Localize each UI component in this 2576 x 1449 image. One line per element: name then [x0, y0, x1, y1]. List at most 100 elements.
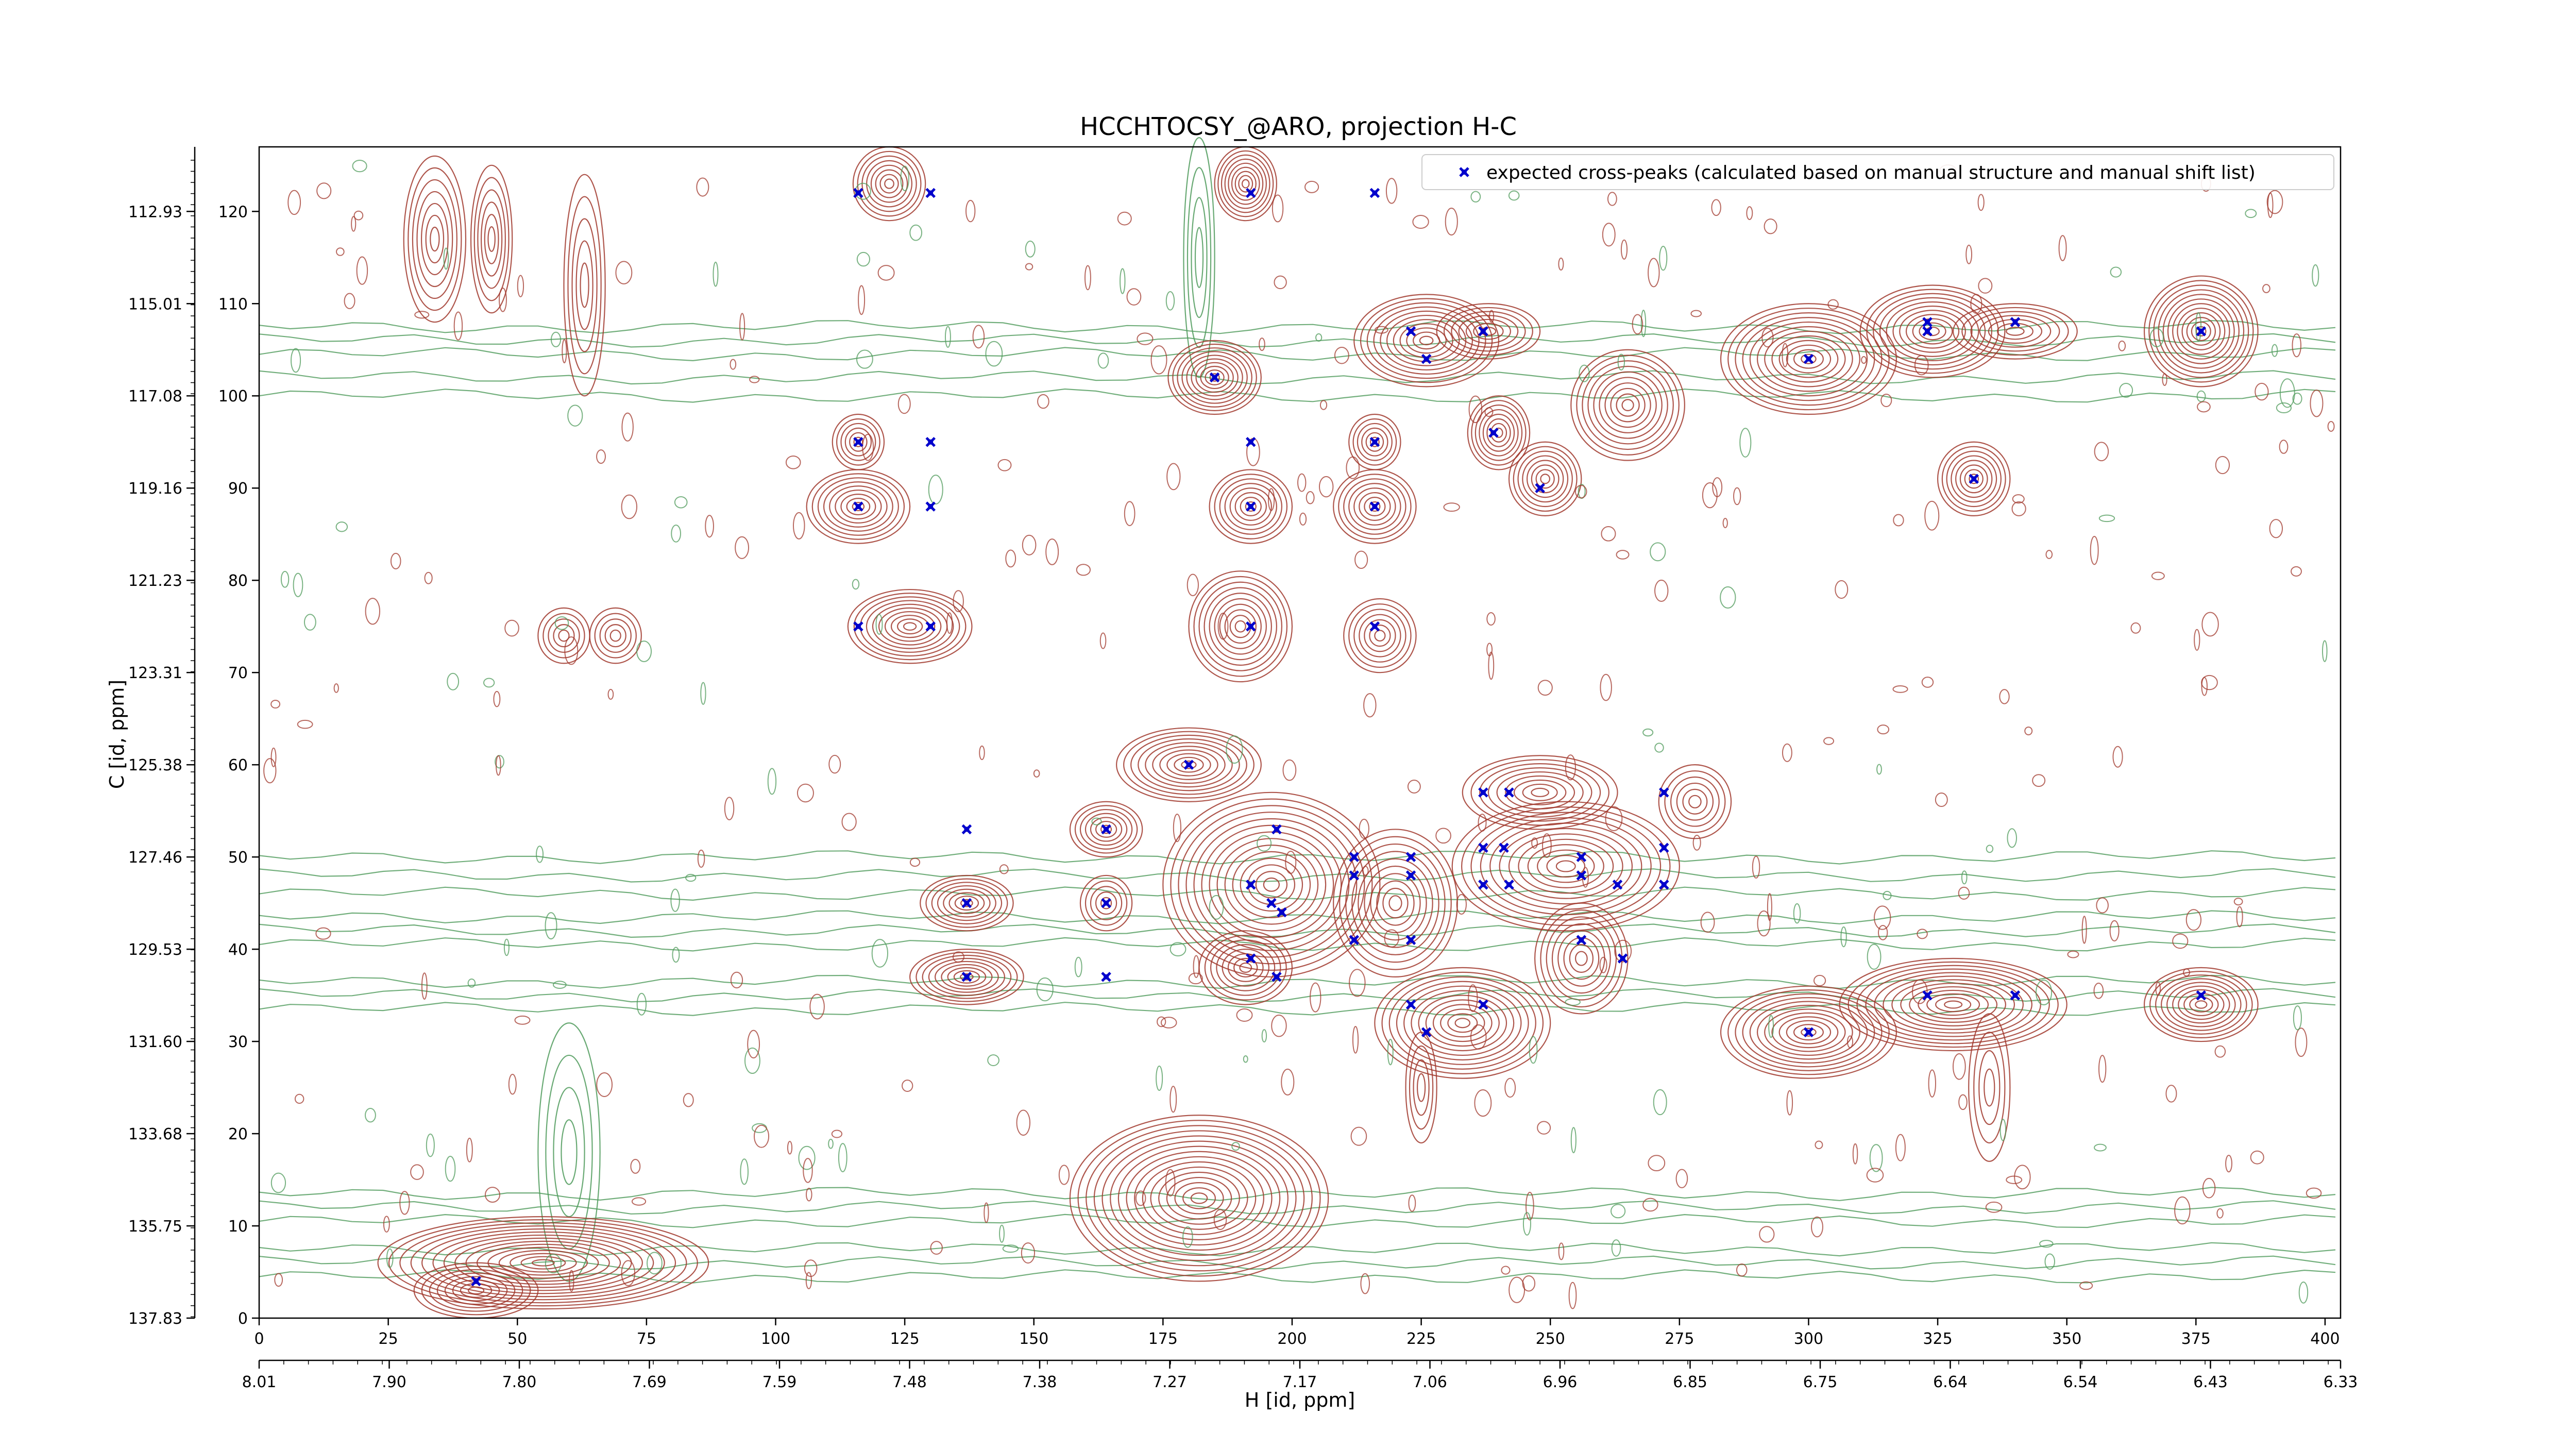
- peak-contour-32: [1451, 801, 1680, 932]
- cross-peak-29: [1478, 787, 1488, 798]
- cross-peak-10: [2010, 317, 2021, 327]
- legend[interactable]: expected cross-peaks (calculated based o…: [1421, 154, 2334, 190]
- x-ppm-label-16: 6.33: [2324, 1373, 2358, 1391]
- cross-peak-44: [1576, 870, 1587, 881]
- x-ppm-label-13: 6.64: [1933, 1373, 1968, 1391]
- peak-contour-21: [537, 607, 590, 664]
- x-ppm-label-14: 6.54: [2063, 1373, 2098, 1391]
- y-ppm-label-4: 129.53: [128, 941, 182, 959]
- x-tick-label-25: 25: [379, 1330, 398, 1348]
- cross-peak-3: [1369, 188, 1380, 198]
- x-tick-label-225: 225: [1406, 1330, 1436, 1348]
- x-tick-label-350: 350: [2052, 1330, 2081, 1348]
- cross-peak-28: [1183, 760, 1194, 770]
- cross-peak-68: [471, 1276, 481, 1287]
- cross-peak-40: [1658, 843, 1669, 853]
- cross-peak-9: [1922, 326, 1933, 336]
- noise-band-101: [259, 370, 2336, 403]
- cross-peak-43: [1405, 870, 1416, 881]
- cross-peak-30: [1504, 787, 1514, 798]
- cross-peak-64: [1803, 1027, 1814, 1037]
- x-ppm-label-12: 6.75: [1803, 1373, 1838, 1391]
- noise-band-42: [259, 910, 2336, 952]
- x-tick-label-325: 325: [1923, 1330, 1952, 1348]
- cross-peak-54: [1405, 935, 1416, 945]
- cross-peak-42: [1349, 870, 1360, 881]
- cross-peak-21: [925, 501, 936, 512]
- peak-contour-7: [1720, 303, 1897, 415]
- peak-contour-46: [1405, 1032, 1437, 1144]
- peak-contour-17: [806, 469, 911, 544]
- y-tick-label-50: 50: [228, 849, 248, 867]
- y-tick-label-90: 90: [228, 480, 248, 498]
- y-ppm-label-2: 133.68: [128, 1125, 182, 1143]
- cross-peak-53: [1349, 935, 1360, 945]
- cross-peak-18: [1245, 436, 1256, 447]
- peak-contour-16: [832, 413, 885, 470]
- cross-peak-8: [1922, 317, 1933, 327]
- x-ppm-label-7: 7.27: [1153, 1373, 1187, 1391]
- peak-contour-20: [1209, 469, 1293, 544]
- cross-peak-38: [1499, 843, 1509, 853]
- y-tick-label-80: 80: [228, 572, 248, 590]
- peak-contour-19: [1333, 469, 1417, 544]
- cross-peak-49: [961, 898, 972, 908]
- peak-contour-13: [1508, 441, 1582, 517]
- cross-peak-31: [1658, 787, 1669, 798]
- cross-peak-markers: [471, 188, 2207, 1287]
- y-ppm-label-5: 127.46: [128, 849, 182, 867]
- cross-peak-14: [1535, 483, 1545, 493]
- cross-peak-47: [1612, 880, 1623, 890]
- y-ppm-label-9: 119.16: [128, 480, 182, 498]
- y-tick-label-60: 60: [228, 756, 248, 774]
- contour-layer: [259, 137, 2336, 1319]
- cross-peak-16: [853, 436, 863, 447]
- x-ppm-label-4: 7.59: [762, 1373, 797, 1391]
- y-tick-label-20: 20: [228, 1125, 248, 1143]
- cross-peak-36: [1405, 852, 1416, 862]
- y-ppm-label-12: 112.93: [128, 203, 182, 221]
- x-tick-label-75: 75: [637, 1330, 656, 1348]
- x-axis-index: 0 25 50 75 100 125 150 175 200 225 250 275 300 325 350…: [254, 1318, 2340, 1348]
- peak-contour-9: [1953, 303, 2078, 360]
- cross-peak-7: [1803, 353, 1814, 364]
- peak-contour-38: [1374, 967, 1551, 1079]
- x-tick-label-50: 50: [507, 1330, 527, 1348]
- y-tick-label-100: 100: [218, 387, 248, 406]
- cross-peak-56: [1245, 953, 1256, 964]
- peak-contour-30: [1162, 791, 1381, 978]
- x-tick-label-0: 0: [254, 1330, 264, 1348]
- cross-peak-55: [1576, 935, 1587, 945]
- cross-peak-48: [1658, 880, 1669, 890]
- cross-peak-11: [2196, 326, 2207, 336]
- cross-peak-50: [1101, 898, 1111, 908]
- peak-contour-42: [1069, 1115, 1329, 1282]
- cross-peak-39: [1576, 852, 1587, 862]
- cross-peak-37: [1478, 843, 1488, 853]
- x-ppm-label-9: 7.06: [1413, 1373, 1447, 1391]
- x-ppm-label-1: 7.90: [372, 1373, 406, 1391]
- cross-peak-12: [1209, 372, 1220, 383]
- peak-contour-44: [413, 1262, 539, 1319]
- cross-peak-65: [1922, 990, 1933, 1001]
- peak-contour-27: [1462, 755, 1618, 830]
- peak-contour-8: [1859, 284, 2006, 378]
- cross-peak-26: [1245, 621, 1256, 632]
- cross-peak-13: [1488, 428, 1499, 438]
- noise-band-6: [259, 1242, 2336, 1284]
- cross-peak-6: [1421, 353, 1432, 364]
- cross-peak-0: [853, 188, 863, 198]
- peak-contour-35: [1534, 902, 1629, 1015]
- peak-contour-31: [1333, 829, 1458, 978]
- peak-contour-34: [1079, 874, 1133, 932]
- peak-contour-2: [563, 174, 606, 397]
- legend-marker-icon: [1459, 167, 1469, 177]
- cross-peak-24: [853, 621, 863, 632]
- x-tick-label-375: 375: [2181, 1330, 2211, 1348]
- cross-peak-45: [1478, 880, 1488, 890]
- cross-peak-17: [925, 436, 936, 447]
- cross-peak-67: [2196, 990, 2207, 1001]
- peak-contour-25: [1343, 598, 1417, 673]
- peak-contour-15: [1937, 441, 2011, 517]
